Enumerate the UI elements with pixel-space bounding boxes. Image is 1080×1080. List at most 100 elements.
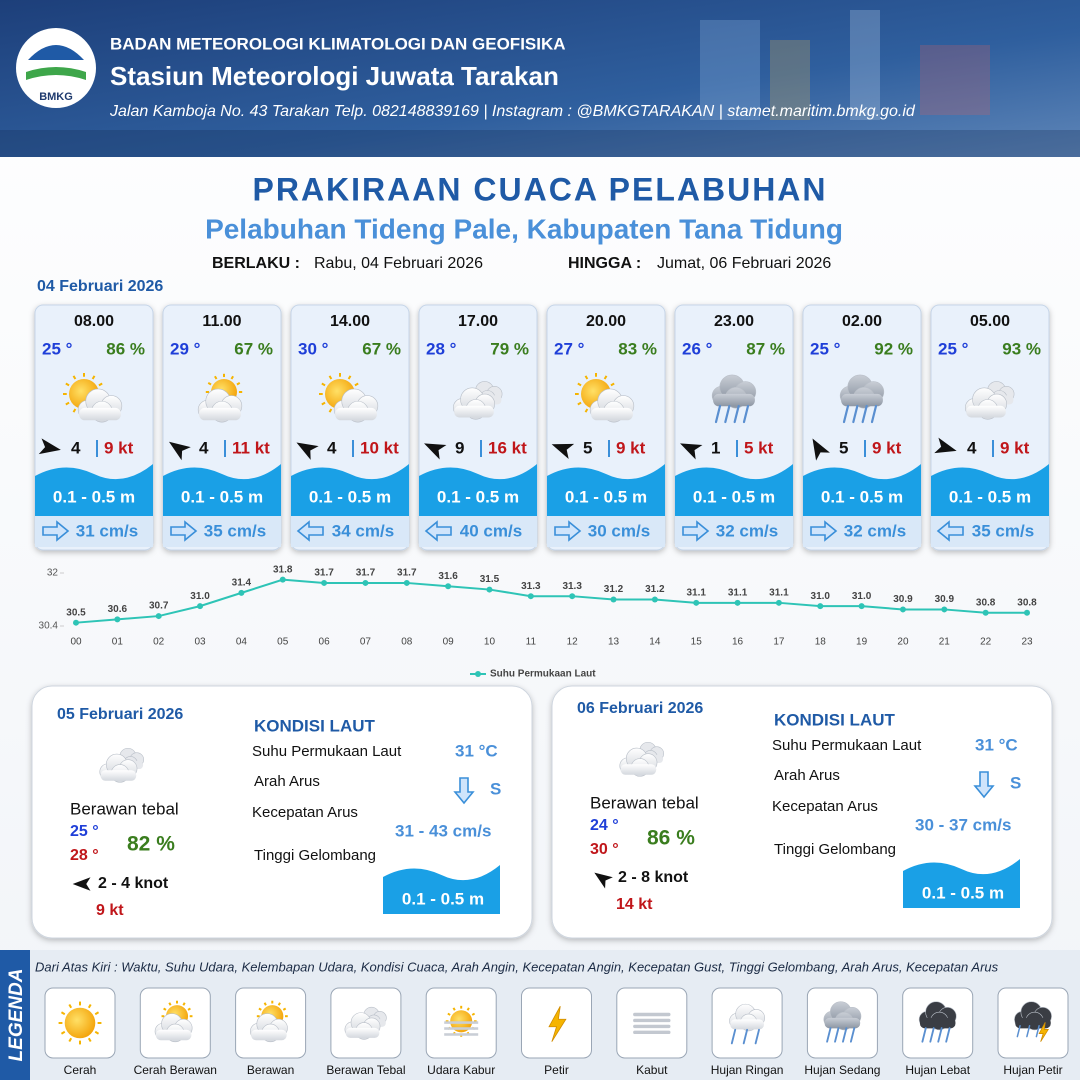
lightning <box>1038 1022 1050 1042</box>
x-tick-label: 23 <box>1021 637 1033 648</box>
x-tick-label: 06 <box>319 637 331 648</box>
data-label: 30.5 <box>66 607 86 618</box>
data-label: 30.8 <box>976 597 996 608</box>
cloud-part <box>620 764 657 775</box>
cloud <box>839 374 885 409</box>
data-point <box>941 606 948 613</box>
data-point <box>197 603 204 610</box>
temperature: 30 ° <box>298 339 329 358</box>
cloud-part <box>713 393 755 407</box>
x-tick-label: 09 <box>443 637 455 648</box>
data-label: 31.1 <box>686 587 706 598</box>
sun-ray <box>72 375 77 380</box>
rain-drop <box>870 404 878 424</box>
wind-speed: 5 <box>583 438 592 457</box>
humidity: 83 % <box>618 339 657 358</box>
wind-direction <box>72 877 91 891</box>
cloud <box>729 1003 765 1032</box>
gust-speed: 10 kt <box>360 438 399 457</box>
legend-label: Berawan Tebal <box>326 1063 405 1077</box>
humidity: 92 % <box>874 339 913 358</box>
x-tick-label: 13 <box>608 637 620 648</box>
current-speed: 35 cm/s <box>204 521 266 540</box>
current-direction <box>973 771 995 799</box>
data-point <box>403 579 410 586</box>
data-point <box>899 606 906 613</box>
current-direction <box>554 520 582 542</box>
temperature: 25 ° <box>938 339 969 358</box>
data-point <box>114 616 121 623</box>
current-speed: 35 cm/s <box>972 521 1034 540</box>
wind-direction <box>812 438 830 461</box>
current-speed-label: Kecepatan Arus <box>252 804 358 821</box>
humidity: 93 % <box>1002 339 1041 358</box>
sst-chart: 30.4 32 00 01 02 03 04 05 06 07 08 09 10 11 12 13 14 15 16… <box>39 564 1038 679</box>
rain-drop <box>733 404 740 424</box>
wind-speed: 9 <box>455 438 464 457</box>
x-tick-label: 14 <box>649 637 661 648</box>
rain-drop <box>742 1028 749 1045</box>
rain-drop <box>826 1027 832 1043</box>
cloud-part <box>251 1029 287 1041</box>
sun-ray <box>466 1007 470 1011</box>
wave-area <box>163 464 281 516</box>
legend-label: Kabut <box>636 1063 668 1077</box>
legend-item: Hujan Petir <box>997 987 1069 1077</box>
data-label: 31.2 <box>645 584 665 595</box>
time: 20.00 <box>586 313 626 330</box>
legend-label: Hujan Ringan <box>711 1063 784 1077</box>
legend-item: Kabut <box>616 987 688 1077</box>
fog-line <box>633 1018 671 1023</box>
rain-drop <box>724 404 731 424</box>
x-tick-label: 15 <box>691 637 703 648</box>
gust-speed: 9 kt <box>616 438 646 457</box>
cloud-part <box>841 393 883 407</box>
legend-label: Berawan <box>247 1063 294 1077</box>
rain-drop <box>1016 1024 1021 1038</box>
x-tick-label: 19 <box>856 637 868 648</box>
cloud <box>823 1001 862 1031</box>
rain-drop <box>921 1027 927 1043</box>
sun-ray <box>60 1030 66 1035</box>
cloud-part <box>100 770 137 781</box>
sun-ray <box>214 375 218 380</box>
wave-height: 0.1 - 0.5 m <box>922 883 1004 902</box>
wave-area <box>931 464 1049 516</box>
current-direction <box>936 520 964 542</box>
fog-line <box>633 1012 671 1017</box>
title: PRAKIRAAN CUACA PELABUHAN <box>252 171 827 207</box>
sun-ray <box>182 1002 186 1006</box>
condition: Berawan tebal <box>590 793 699 812</box>
gust-speed: 9 kt <box>872 438 902 457</box>
data-point <box>693 599 700 606</box>
sun-ray <box>94 1030 100 1035</box>
x-tick-label: 17 <box>773 637 785 648</box>
sun-ray <box>163 1007 167 1011</box>
current-direction <box>296 520 324 542</box>
sun-ray <box>230 375 234 380</box>
legend-item: Berawan <box>235 987 307 1077</box>
y-tick-label: 30.4 <box>39 621 59 632</box>
humidity: 87 % <box>746 339 785 358</box>
wave-area <box>383 865 500 914</box>
legend-items: Cerah Cerah Berawan Berawan Berawan Tebal Ud… <box>44 987 1069 1077</box>
wave-area <box>903 859 1020 908</box>
legend-title: LEGENDA <box>6 969 27 1062</box>
wave-area <box>675 464 793 516</box>
humidity: 82 % <box>127 833 175 856</box>
wind-direction <box>168 441 191 461</box>
cloud <box>154 1013 193 1043</box>
temp-min: 25 ° <box>70 823 99 840</box>
sun-ray <box>277 1002 281 1006</box>
data-point <box>486 586 493 593</box>
logo-shape <box>28 45 84 60</box>
data-label: 31.7 <box>356 568 376 579</box>
wind-direction <box>934 437 957 454</box>
legend-bar <box>0 950 30 1080</box>
data-label: 31.0 <box>190 591 210 602</box>
fog-line <box>633 1024 671 1029</box>
